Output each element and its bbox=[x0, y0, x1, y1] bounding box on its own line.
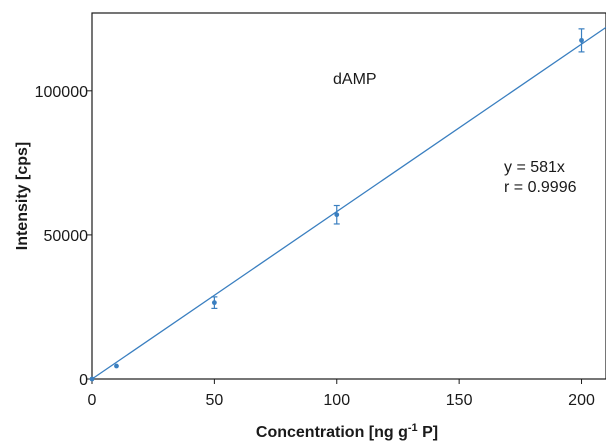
point-marker bbox=[211, 300, 217, 306]
equation-label: y = 581x bbox=[504, 159, 565, 176]
y-tick-label: 50000 bbox=[44, 228, 89, 245]
x-axis-title: Concentration [ng g-1 P] bbox=[256, 422, 438, 441]
x-axis-title-tail: P] bbox=[418, 424, 438, 441]
point-marker bbox=[114, 363, 119, 369]
y-tick-label: 100000 bbox=[35, 84, 88, 101]
x-tick-label: 100 bbox=[323, 392, 350, 409]
data-point bbox=[333, 204, 340, 225]
x-tick-label: 150 bbox=[446, 392, 473, 409]
data-point bbox=[211, 296, 218, 309]
x-tick-label: 50 bbox=[205, 392, 223, 409]
ticks: 0 50 100 150 200 0 50000 100000 bbox=[35, 84, 595, 409]
plot-border bbox=[91, 12, 606, 380]
x-axis-title-main: Concentration [ng g bbox=[256, 424, 408, 441]
data-point bbox=[578, 28, 585, 53]
data-point bbox=[89, 376, 95, 382]
data-points bbox=[89, 28, 585, 382]
correlation-label: r = 0.9996 bbox=[504, 179, 577, 196]
x-tick-label: 0 bbox=[88, 392, 97, 409]
point-marker bbox=[334, 212, 340, 218]
x-axis-title-superscript: -1 bbox=[408, 422, 418, 434]
fit-line-layer bbox=[91, 26, 606, 380]
y-axis-title: Intensity [cps] bbox=[14, 142, 31, 250]
plot-frame bbox=[91, 12, 606, 380]
data-point bbox=[114, 363, 119, 369]
compound-label: dAMP bbox=[333, 71, 377, 88]
point-marker bbox=[579, 37, 584, 43]
point-marker bbox=[89, 376, 95, 382]
y-tick-label: 0 bbox=[79, 372, 88, 389]
x-tick-label: 200 bbox=[568, 392, 595, 409]
fit-line bbox=[91, 26, 606, 380]
